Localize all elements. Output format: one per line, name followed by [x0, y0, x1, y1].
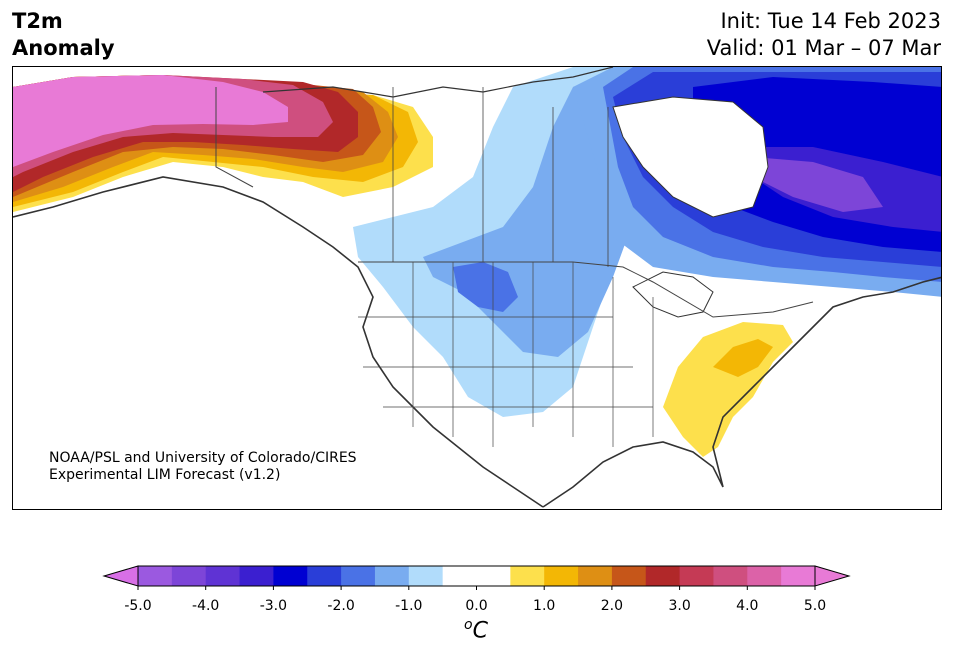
colorbar-bin	[273, 566, 308, 586]
colorbar-unit: oC	[464, 617, 488, 643]
colorbar-bin	[341, 566, 376, 586]
colorbar-bin	[544, 566, 579, 586]
colorbar-tick-label: -1.0	[395, 598, 423, 614]
gulf-coast	[542, 276, 941, 508]
anomaly-region	[753, 157, 883, 212]
colorbar-bin	[747, 566, 782, 586]
map-canvas	[13, 67, 941, 508]
init-date: Init: Tue 14 Feb 2023	[720, 9, 941, 33]
colorbar-tick-label: -2.0	[327, 598, 355, 614]
colorbar-tick-label: 0.0	[465, 598, 488, 614]
colorbar-bin	[679, 566, 714, 586]
anomaly-region	[13, 75, 288, 167]
colorbar-tick-label: -5.0	[124, 598, 152, 614]
colorbar-tick-label: 3.0	[668, 598, 691, 614]
colorbar-tick-label: -4.0	[192, 598, 220, 614]
colorbar-bins	[138, 566, 816, 586]
colorbar-ticks	[137, 586, 816, 590]
state-borders	[358, 262, 654, 447]
colorbar-bin	[307, 566, 342, 586]
colorbar-tick-label: 2.0	[600, 598, 624, 614]
colorbar-bin	[205, 566, 241, 586]
unit-degree: o	[464, 617, 473, 633]
colorbar-bin	[645, 566, 681, 586]
anomaly-map	[12, 66, 942, 510]
colorbar-tick-label: 4.0	[736, 598, 759, 614]
colorbar-bin	[510, 566, 545, 586]
colorbar	[102, 565, 851, 590]
province-borders	[392, 87, 609, 267]
credit-text: NOAA/PSL and University of Colorado/CIRE…	[49, 450, 357, 484]
alaska-border	[215, 87, 254, 188]
colorbar-bin	[239, 566, 274, 586]
colorbar-bin	[713, 566, 748, 586]
colorbar-bin	[171, 566, 207, 586]
colorbar-tick-label: 1.0	[533, 598, 556, 614]
colorbar-bin	[611, 566, 647, 586]
credit-line1: NOAA/PSL and University of Colorado/CIRE…	[49, 450, 357, 466]
colorbar-bin	[578, 566, 613, 586]
pacific-coast	[13, 176, 544, 508]
colorbar-bin	[476, 566, 511, 586]
forecast-dates: Init: Tue 14 Feb 2023 Valid: 01 Mar – 07…	[707, 8, 941, 62]
colorbar-tick-label: -3.0	[259, 598, 288, 614]
hudson-bay	[612, 96, 769, 218]
colorbar-over-arrow	[814, 565, 851, 587]
colorbar-bin	[781, 566, 816, 586]
colorbar-tick-label: 5.0	[803, 598, 827, 614]
title-variable-line2: Anomaly	[12, 36, 115, 60]
colorbar-under-arrow	[102, 565, 139, 587]
arctic-coast	[262, 67, 614, 98]
valid-date: Valid: 01 Mar – 07 Mar	[706, 36, 941, 60]
colorbar-bin	[374, 566, 410, 586]
unit-symbol: C	[472, 618, 488, 644]
anomaly-region	[663, 322, 793, 457]
title-variable-line1: T2m	[12, 9, 63, 33]
anomaly-region	[713, 339, 773, 377]
map-title: T2m Anomaly	[12, 8, 115, 62]
colorbar-bin	[138, 566, 173, 586]
colorbar-bin	[408, 566, 444, 586]
colorbar-bin	[442, 566, 477, 586]
anomaly-region	[453, 262, 518, 312]
credit-line2: Experimental LIM Forecast (v1.2)	[49, 467, 281, 483]
